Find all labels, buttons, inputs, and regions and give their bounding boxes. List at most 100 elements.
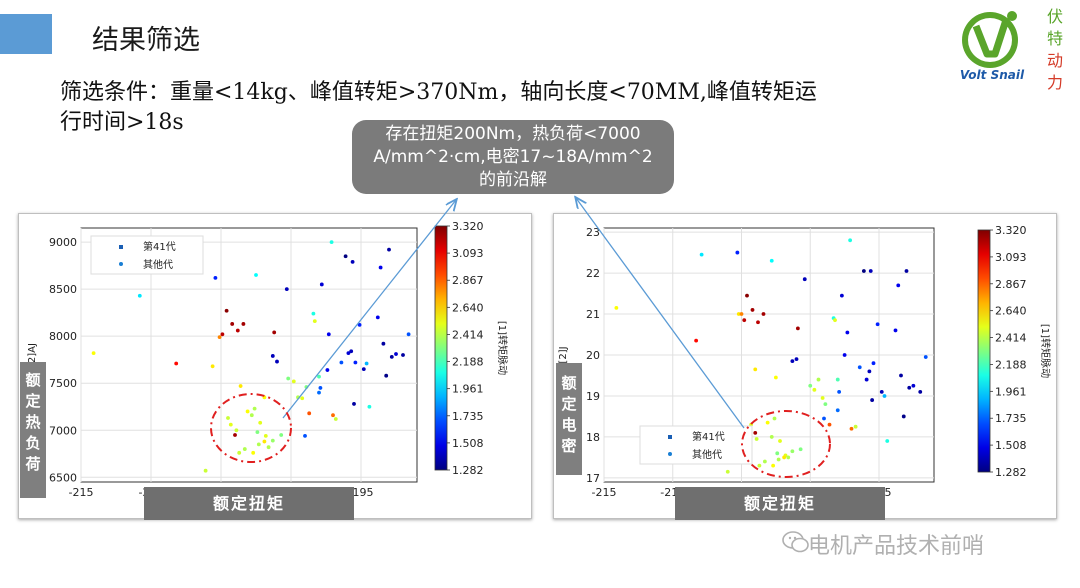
scatter-point xyxy=(224,308,229,313)
legend-box xyxy=(639,425,753,465)
scatter-point xyxy=(326,332,331,337)
right-y-char-4: 密 xyxy=(561,437,577,455)
y-tick-label: 6500 xyxy=(49,471,77,484)
logo-char-2: 特 xyxy=(1046,29,1063,48)
y-axis-title: [2]AJ xyxy=(27,343,38,367)
scatter-point xyxy=(325,368,330,372)
left-y-char-3: 热 xyxy=(25,413,41,431)
filter-line-1: 筛选条件：重量<14kg、峰值转矩>370Nm，轴向长度<70MM,峰值转矩运 xyxy=(60,80,817,105)
scatter-point xyxy=(861,269,866,273)
scatter-point xyxy=(885,439,890,443)
colorbar-tick-label: 2.867 xyxy=(995,278,1027,291)
scatter-point xyxy=(757,463,762,468)
scatter-point xyxy=(352,402,356,406)
scatter-point xyxy=(808,383,813,388)
scatter-point xyxy=(210,364,215,369)
scatter-point xyxy=(772,416,777,421)
scatter-point xyxy=(849,426,854,431)
logo-vertical-text: 伏 特 动 力 xyxy=(1044,6,1066,94)
logo-char-4: 力 xyxy=(1046,73,1063,92)
scatter-point xyxy=(317,390,321,395)
left-arrow xyxy=(282,200,456,419)
left-x-axis-label: 额定扭矩 xyxy=(144,487,354,520)
scatter-point xyxy=(387,247,391,252)
scatter-point xyxy=(750,308,755,312)
colorbar-tick-label: 1.735 xyxy=(452,410,484,423)
right-y-char-2: 定 xyxy=(561,395,577,413)
y-tick-label: 23 xyxy=(586,226,600,239)
scatter-point xyxy=(252,406,257,411)
scatter-point xyxy=(833,318,837,323)
scatter-point xyxy=(812,387,817,392)
y-tick-label: 9000 xyxy=(49,236,77,249)
scatter-point xyxy=(735,250,740,255)
scatter-point xyxy=(319,282,324,287)
legend-label-gen41: 第41代 xyxy=(143,240,176,253)
left-y-axis-label: 额 定 热 负 荷 xyxy=(20,362,46,498)
legend-label-gen41: 第41代 xyxy=(692,430,725,443)
scatter-point xyxy=(753,367,758,372)
colorbar-tick-label: 2.640 xyxy=(995,305,1027,318)
scatter-point xyxy=(736,312,741,316)
scatter-point xyxy=(835,377,840,382)
scatter-point xyxy=(381,341,386,346)
callout-box: 存在扭矩200Nm，热负荷<7000 A/mm^2·cm,电密17~18A/mm… xyxy=(352,120,674,194)
logo-text: Volt Snail xyxy=(960,68,1025,82)
scatter-point xyxy=(761,312,766,316)
colorbar-tick-label: 1.961 xyxy=(452,383,484,396)
colorbar-tick-label: 1.735 xyxy=(995,412,1027,425)
y-axis-title: [2]J xyxy=(558,346,569,363)
left-y-char-1: 额 xyxy=(25,371,41,389)
y-tick-label: 8000 xyxy=(49,330,77,343)
colorbar-tick-label: 1.282 xyxy=(452,464,484,477)
scatter-point xyxy=(401,353,405,357)
scatter-point xyxy=(795,326,800,331)
scatter-point xyxy=(848,238,853,243)
scatter-point xyxy=(237,450,242,455)
colorbar-tick-label: 2.188 xyxy=(995,358,1027,371)
colorbar-tick-label: 2.414 xyxy=(995,332,1027,345)
filter-conditions: 筛选条件：重量<14kg、峰值转矩>370Nm，轴向长度<70MM,峰值转矩运 … xyxy=(60,78,980,138)
scatter-point xyxy=(318,386,323,390)
colorbar xyxy=(434,225,448,471)
scatter-point xyxy=(270,354,275,358)
scatter-point xyxy=(845,330,850,335)
colorbar-tick-label: 1.508 xyxy=(995,439,1027,452)
scatter-point xyxy=(339,360,344,365)
scatter-point xyxy=(312,319,317,324)
scatter-point xyxy=(357,322,362,327)
logo-char-3: 动 xyxy=(1046,51,1063,70)
scatter-point xyxy=(754,437,759,441)
legend-marker-gen41 xyxy=(668,435,672,439)
scatter-point xyxy=(756,320,760,325)
current-density-scatter-chart: -215-210-205-200-19517181920212223[2]J第4… xyxy=(558,224,1052,499)
colorbar-tick-label: 1.508 xyxy=(452,437,484,450)
scatter-point xyxy=(879,389,884,394)
scatter-point xyxy=(918,389,923,394)
scatter-point xyxy=(234,428,239,433)
callout-line-3: 的前沿解 xyxy=(479,170,547,190)
legend-marker-other xyxy=(119,262,123,266)
legend-label-other: 其他代 xyxy=(143,258,173,271)
y-tick-label: 7500 xyxy=(49,377,77,390)
scatter-point xyxy=(233,433,237,437)
scatter-point xyxy=(263,434,268,438)
scatter-point xyxy=(786,455,791,460)
right-arrow xyxy=(576,198,745,429)
scatter-point xyxy=(329,240,334,245)
scatter-point xyxy=(258,420,263,425)
scatter-point xyxy=(782,455,787,460)
scatter-point xyxy=(694,338,699,343)
scatter-point xyxy=(137,293,142,298)
right-x-axis-label: 额定扭矩 xyxy=(675,487,885,520)
scatter-point xyxy=(794,357,799,361)
scatter-point xyxy=(857,365,862,370)
scatter-point xyxy=(907,385,912,390)
callout-line-2: A/mm^2·cm,电密17~18A/mm^2 xyxy=(373,147,653,167)
scatter-point xyxy=(317,374,321,379)
scatter-point xyxy=(893,328,898,333)
x-tick-label: -215 xyxy=(592,486,617,499)
scatter-point xyxy=(174,361,179,366)
scatter-point xyxy=(875,322,880,327)
